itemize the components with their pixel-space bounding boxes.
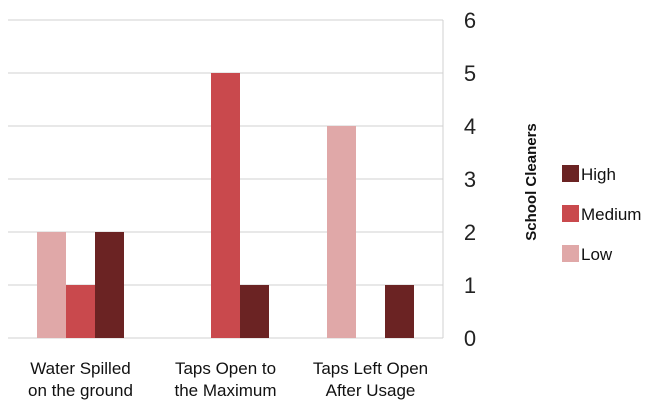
y-tick-label: 3	[464, 167, 476, 192]
bar-low	[37, 232, 66, 338]
bar-high	[240, 285, 269, 338]
bar-high	[385, 285, 414, 338]
y-tick-label: 5	[464, 61, 476, 86]
x-axis-categories: Water Spilled on the ground Taps Open to th…	[28, 359, 428, 400]
y-axis-label: School Cleaners	[523, 123, 540, 241]
bar-medium	[211, 73, 240, 338]
y-tick-label: 0	[464, 326, 476, 351]
category-label: Taps Open to	[175, 359, 276, 378]
bar-high	[95, 232, 124, 338]
legend-swatch-low	[562, 245, 579, 262]
category-label: on the ground	[28, 381, 133, 400]
y-tick-label: 6	[464, 8, 476, 33]
category-label: Water Spilled	[30, 359, 130, 378]
category-label: the Maximum	[174, 381, 276, 400]
y-tick-label: 4	[464, 114, 476, 139]
legend-swatch-medium	[562, 205, 579, 222]
category-label: Taps Left Open	[313, 359, 428, 378]
bars	[37, 73, 414, 338]
y-tick-label: 1	[464, 273, 476, 298]
category-label: After Usage	[326, 381, 416, 400]
legend: High Medium Low	[562, 165, 641, 264]
legend-label-medium: Medium	[581, 205, 641, 224]
legend-swatch-high	[562, 165, 579, 182]
legend-label-low: Low	[581, 245, 613, 264]
bar-low	[327, 126, 356, 338]
y-axis-ticks: 0 1 2 3 4 5 6	[464, 8, 476, 351]
y-tick-label: 2	[464, 220, 476, 245]
bar-medium	[66, 285, 95, 338]
legend-label-high: High	[581, 165, 616, 184]
